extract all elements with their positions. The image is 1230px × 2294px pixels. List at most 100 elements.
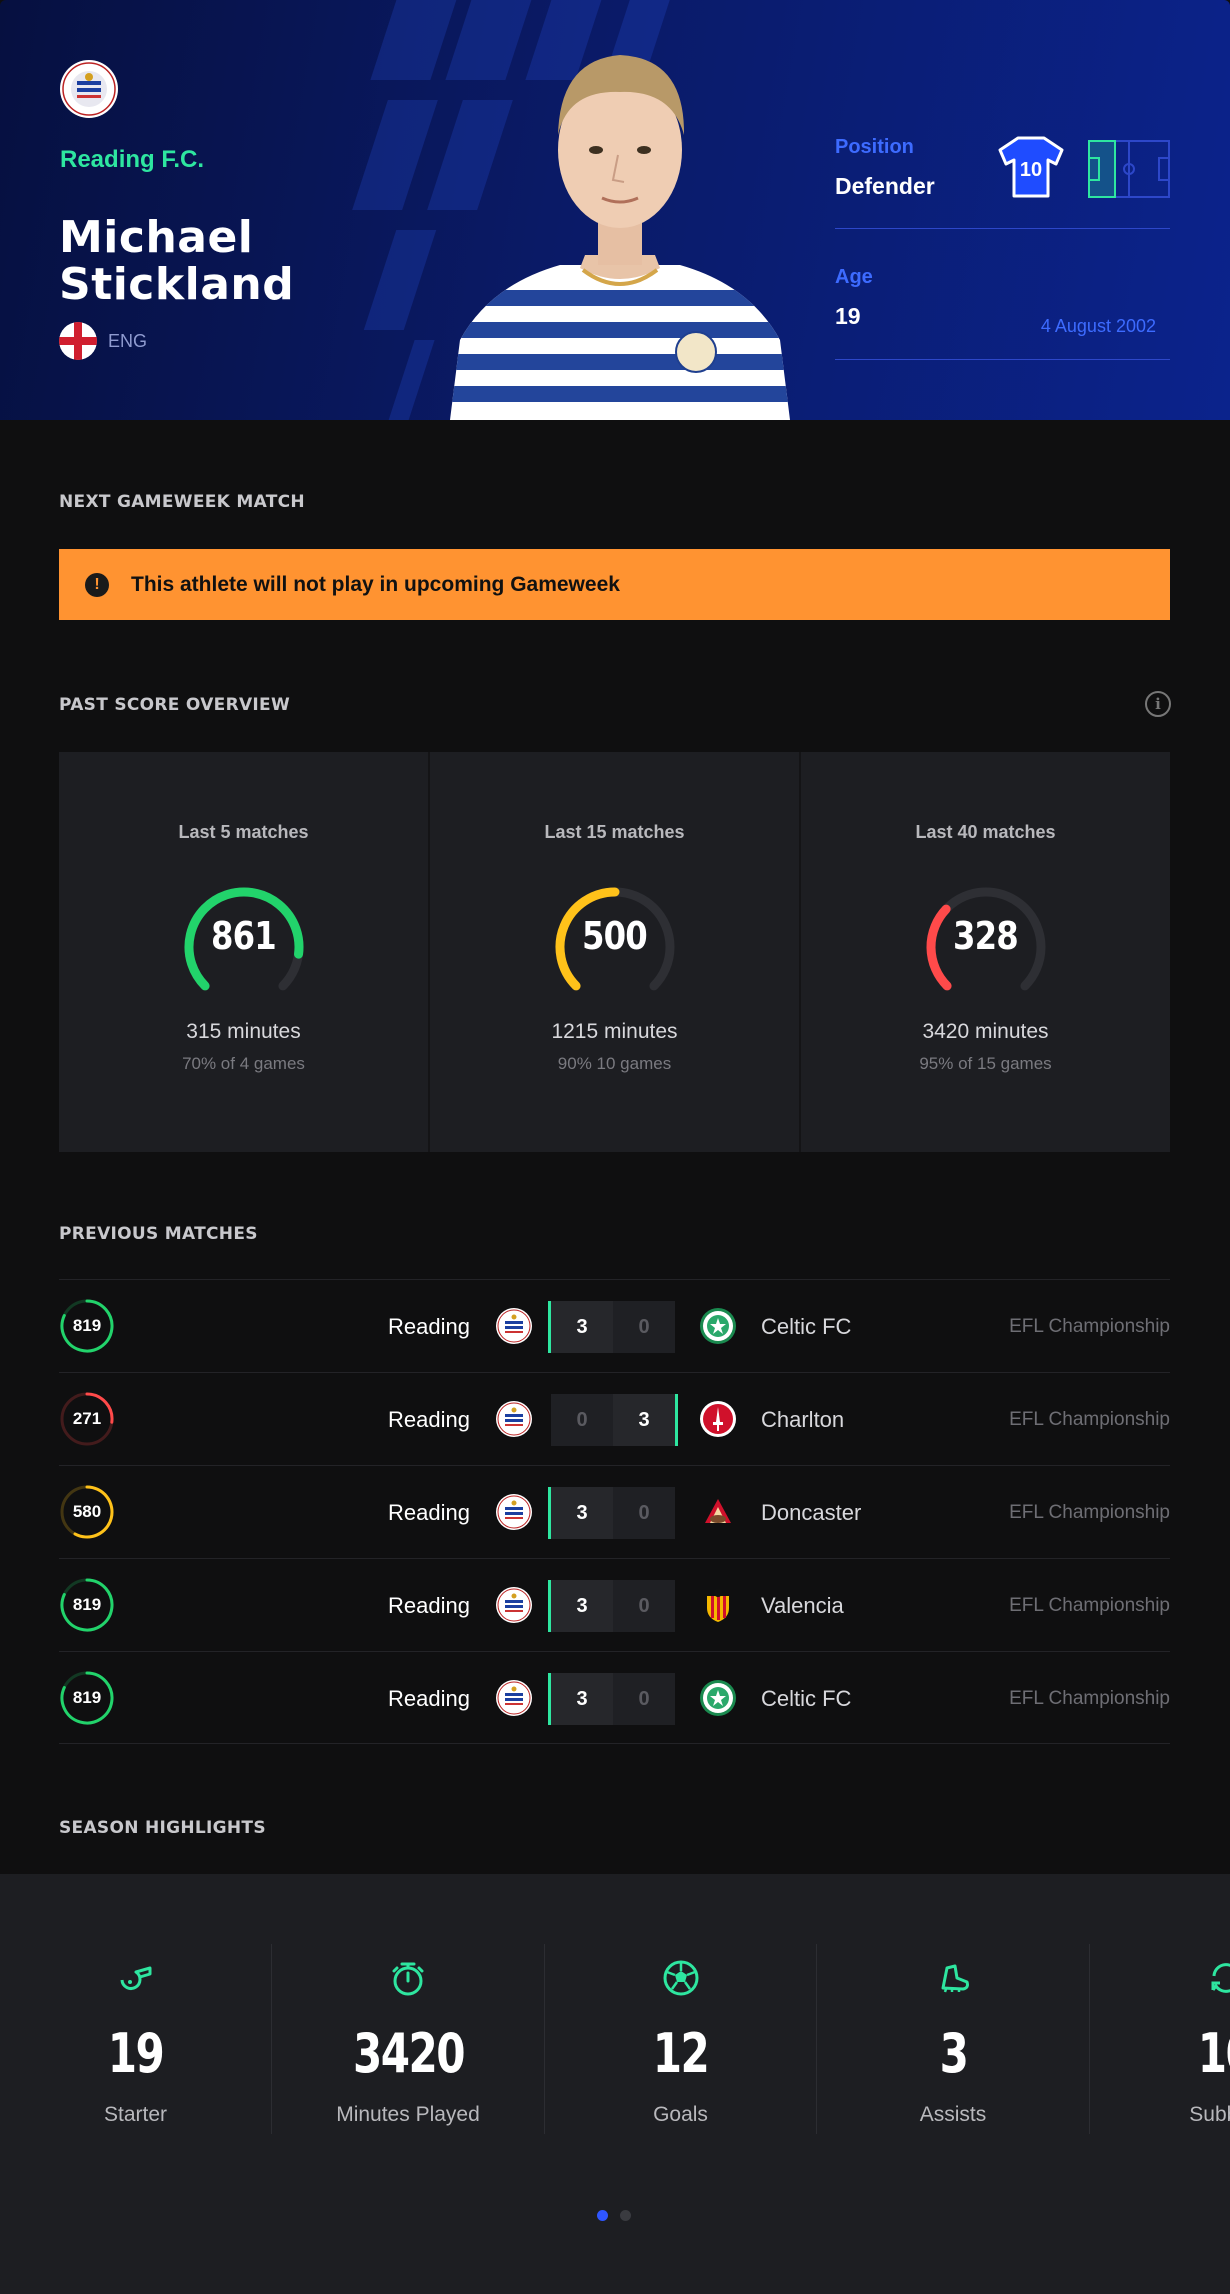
football-icon [663, 1960, 698, 1996]
home-goals: 0 [576, 1408, 588, 1431]
home-team-name: Reading [388, 1686, 470, 1711]
previous-matches-title: PREVIOUS MATCHES [59, 1224, 258, 1244]
winner-indicator [548, 1487, 551, 1539]
card-label: Last 15 matches [544, 822, 685, 842]
england-flag-icon [59, 322, 97, 360]
league-name: EFL Championship [1009, 1502, 1170, 1523]
next-gameweek-title: NEXT GAMEWEEK MATCH [59, 492, 305, 512]
position-label: Position [835, 136, 914, 158]
match-row[interactable]: 819 Reading 3 0 Celtic FC EFL Championsh… [59, 1651, 1170, 1744]
home-goals: 3 [551, 1487, 613, 1539]
gauge-fill [926, 904, 952, 991]
home-goals: 3 [551, 1301, 613, 1353]
match-score: 271 [72, 1409, 102, 1428]
shirt-number: 10 [1020, 159, 1042, 181]
past-score-title: PAST SCORE OVERVIEW [59, 695, 291, 715]
away-team-name: Celtic FC [761, 1314, 852, 1339]
match-score-ring [60, 1578, 114, 1632]
card-label: Last 40 matches [915, 822, 1056, 842]
highlight-value: 19 [107, 2022, 165, 2085]
match-scoreline: 3 0 [548, 1301, 675, 1353]
league-name: EFL Championship [1009, 1688, 1170, 1709]
match-row[interactable]: 819 Reading 3 0 Celtic FC EFL Championsh… [59, 1279, 1170, 1372]
match-score-ring [60, 1671, 114, 1725]
league-name: EFL Championship [1009, 1409, 1170, 1430]
away-goals: 0 [638, 1594, 650, 1617]
previous-matches-list: 819 Reading 3 0 Celtic FC EFL Championsh… [59, 1279, 1170, 1744]
match-row[interactable]: 819 Reading 3 0 Valencia EFL Championshi… [59, 1558, 1170, 1651]
highlight-label: Goals [653, 2103, 708, 2126]
home-team-name: Reading [388, 1314, 470, 1339]
match-row[interactable]: 580 Reading 3 0 Doncaster EFL Championsh… [59, 1465, 1170, 1558]
score-card-last-40: Last 40 matches 328 3420 minutes 95% of … [801, 752, 1170, 1152]
match-score-arc [73, 1485, 114, 1539]
away-team-name: Doncaster [761, 1500, 862, 1525]
highlight-label: Assists [919, 2103, 987, 2126]
reading-logo-icon [496, 1680, 532, 1716]
highlight-value: 3420 [352, 2022, 465, 2085]
highlight-goals: 12 Goals [545, 1944, 817, 2134]
gauge-score: 861 [211, 914, 277, 958]
player-first-name: Michael [59, 212, 254, 263]
player-portrait [450, 55, 790, 420]
match-score-arc [85, 1392, 114, 1424]
highlight-label: Minutes Played [336, 2103, 480, 2126]
match-score: 819 [72, 1316, 102, 1335]
highlight-value: 10 [1197, 2022, 1230, 2085]
charlton-logo-icon [700, 1401, 736, 1437]
match-score: 580 [72, 1502, 102, 1521]
match-score-ring [60, 1392, 114, 1446]
gauge-fill [555, 887, 619, 991]
player-name: Michael Stickland [59, 214, 294, 308]
card-games: 95% of 15 games [919, 1054, 1052, 1073]
reading-logo-icon [496, 1494, 532, 1530]
home-goals: 3 [551, 1673, 613, 1725]
match-row[interactable]: 271 Reading 0 3 Charlton EFL Championshi… [59, 1372, 1170, 1465]
card-games: 70% of 4 games [182, 1054, 305, 1073]
club-name[interactable]: Reading F.C. [60, 146, 205, 173]
score-gauge [555, 887, 674, 991]
match-scoreline: 3 0 [548, 1487, 675, 1539]
reading-logo-icon [496, 1401, 532, 1437]
match-scoreline: 3 0 [548, 1580, 675, 1632]
age-label: Age [835, 266, 873, 288]
highlight-subbed: 10 Subbed [1090, 1944, 1230, 2134]
not-playing-warning: ! This athlete will not play in upcoming… [59, 549, 1170, 620]
gauge-score: 328 [953, 914, 1019, 958]
winner-indicator [548, 1580, 551, 1632]
highlight-value: 12 [652, 2022, 710, 2085]
carousel-dots [597, 2210, 631, 2221]
warning-icon: ! [85, 572, 109, 597]
away-team-name: Celtic FC [761, 1686, 852, 1711]
carousel-dot[interactable] [620, 2210, 631, 2221]
away-goals: 3 [613, 1394, 675, 1446]
shirt-number-icon: 10 [998, 136, 1064, 198]
reading-club-badge-icon [60, 60, 118, 118]
highlight-starter: 19 Starter [0, 1944, 272, 2134]
valencia-logo-icon [707, 1589, 729, 1622]
match-score-ring [60, 1299, 114, 1353]
position-block: Position Defender [835, 136, 1170, 229]
match-scoreline: 0 3 [551, 1394, 678, 1446]
match-score-ring [60, 1485, 114, 1539]
card-games: 90% 10 games [557, 1054, 672, 1073]
away-goals: 0 [638, 1687, 650, 1710]
reading-logo-icon [496, 1308, 532, 1344]
season-highlights-carousel[interactable]: 19 Starter 3420 Minutes Played 12 Goals … [0, 1874, 1230, 2294]
carousel-dot[interactable] [597, 2210, 608, 2221]
celtic-logo-icon [700, 1308, 736, 1344]
winner-indicator [548, 1301, 551, 1353]
season-highlights-title: SEASON HIGHLIGHTS [59, 1818, 266, 1838]
league-name: EFL Championship [1009, 1316, 1170, 1337]
score-gauge [184, 887, 303, 991]
score-card-last-5: Last 5 matches 861 315 minutes 70% of 4 … [59, 752, 430, 1152]
winner-indicator [675, 1394, 678, 1446]
age-block: Age 19 4 August 2002 [835, 266, 1170, 360]
position-value: Defender [835, 173, 935, 199]
score-gauge [926, 887, 1045, 991]
gauge-fill [184, 887, 303, 991]
info-icon[interactable]: i [1145, 691, 1171, 717]
age-value: 19 [835, 303, 861, 329]
away-goals: 0 [638, 1501, 650, 1524]
card-minutes: 1215 minutes [551, 1020, 678, 1043]
